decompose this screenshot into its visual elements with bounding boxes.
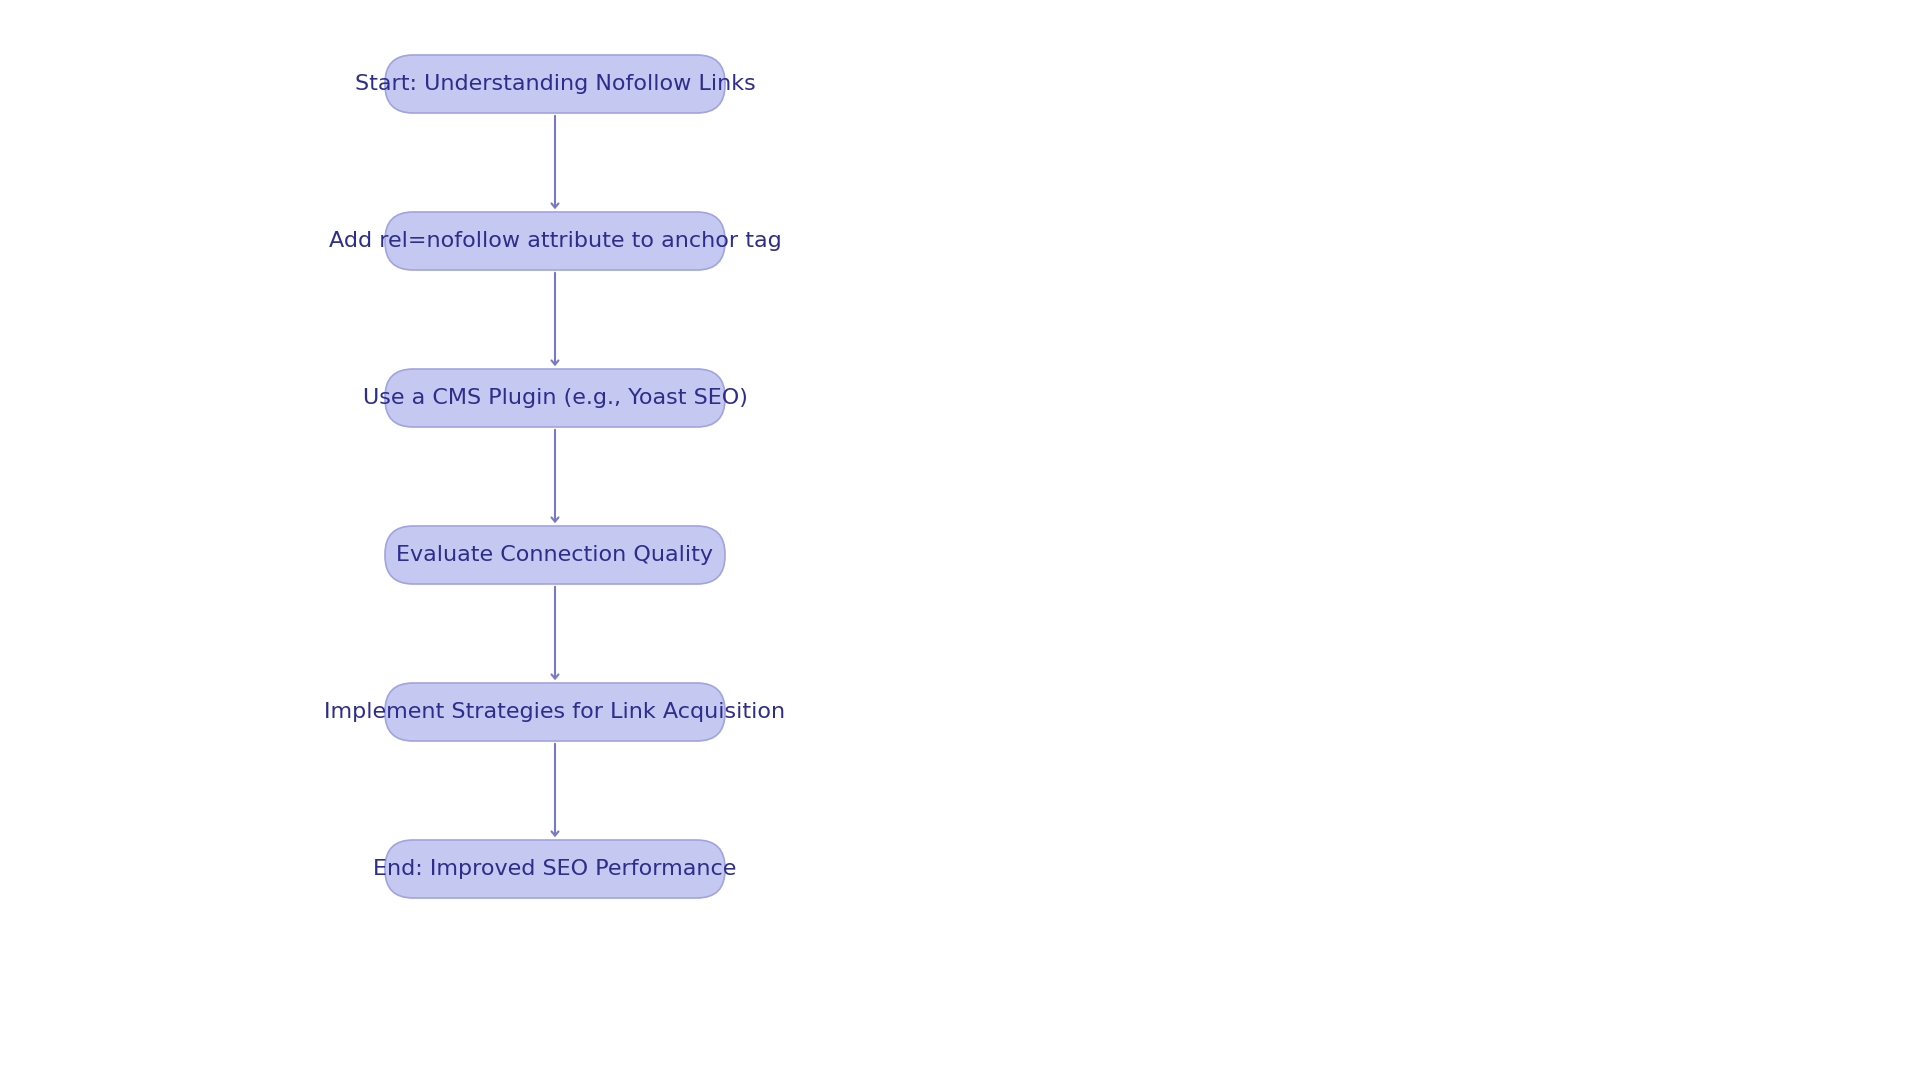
Text: Add rel=nofollow attribute to anchor tag: Add rel=nofollow attribute to anchor tag [328,231,781,251]
Text: Start: Understanding Nofollow Links: Start: Understanding Nofollow Links [355,74,755,94]
FancyBboxPatch shape [386,840,726,898]
FancyBboxPatch shape [386,683,726,741]
FancyBboxPatch shape [386,369,726,427]
Text: Use a CMS Plugin (e.g., Yoast SEO): Use a CMS Plugin (e.g., Yoast SEO) [363,388,747,408]
Text: End: Improved SEO Performance: End: Improved SEO Performance [372,859,737,879]
Text: Implement Strategies for Link Acquisition: Implement Strategies for Link Acquisitio… [324,702,785,722]
Text: Evaluate Connection Quality: Evaluate Connection Quality [397,545,714,565]
FancyBboxPatch shape [386,212,726,270]
FancyBboxPatch shape [386,55,726,113]
FancyBboxPatch shape [386,526,726,584]
